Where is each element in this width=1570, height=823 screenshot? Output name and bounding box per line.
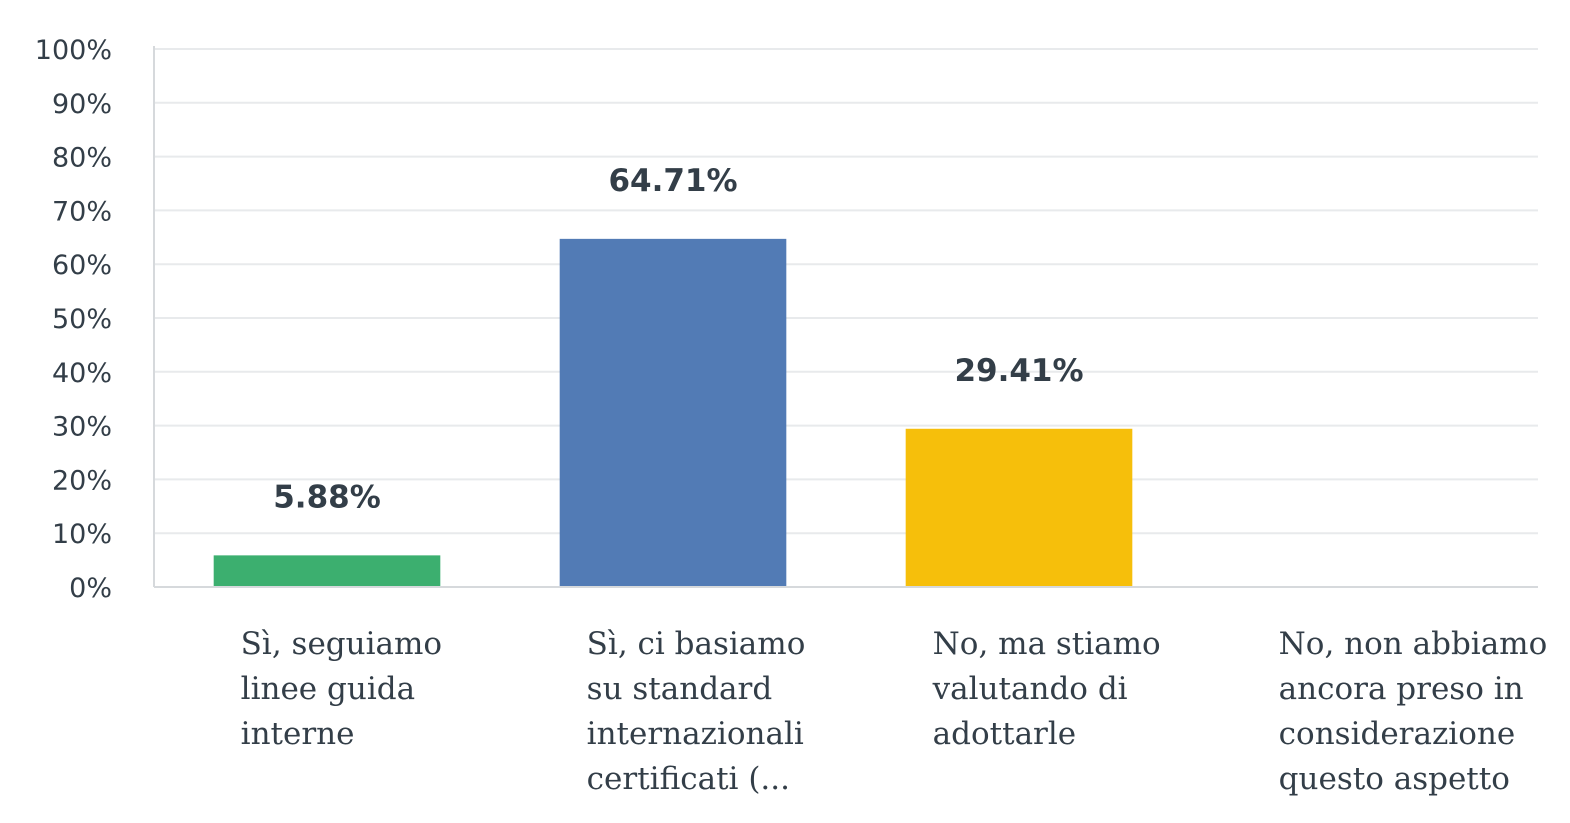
y-tick-label: 10% <box>52 519 112 550</box>
bars <box>213 238 1133 587</box>
x-tick-label-line: No, ma stiamo <box>932 626 1161 662</box>
y-tick-label: 90% <box>52 89 112 120</box>
x-tick-label-line: linee guida <box>240 671 416 707</box>
y-tick-label: 70% <box>52 196 112 227</box>
x-tick-label-line: No, non abbiamo <box>1278 626 1548 662</box>
y-tick-label: 30% <box>52 412 112 443</box>
y-tick-label: 80% <box>52 143 112 174</box>
data-label: 5.88% <box>273 479 381 515</box>
y-tick-label: 50% <box>52 304 112 335</box>
y-tick-label: 20% <box>52 465 112 496</box>
bar <box>559 238 787 587</box>
x-tick-label: No, ma stiamo valutando di adottarle <box>933 622 1223 757</box>
y-tick-label: 100% <box>35 35 112 66</box>
bar <box>213 555 441 587</box>
x-tick-label-line: Sì, ci basiamo <box>586 626 806 662</box>
x-tick-label: No, non abbiamo ancora preso in consideraz… <box>1279 622 1569 802</box>
x-tick-label-line: questo aspetto <box>1278 761 1510 797</box>
x-tick-label-line: ancora preso in <box>1278 671 1524 707</box>
x-tick-label: Sì, seguiamo linee guida interne <box>241 622 531 757</box>
x-tick-label: Sì, ci basiamo su standard internazionali c… <box>587 622 877 802</box>
y-tick-label: 60% <box>52 250 112 281</box>
x-tick-label-line: adottarle <box>932 716 1077 752</box>
y-tick-label: 40% <box>52 358 112 389</box>
gridlines <box>154 48 1538 535</box>
x-tick-label-line: Sì, seguiamo <box>240 626 443 662</box>
data-label: 29.41% <box>954 353 1083 389</box>
x-tick-label-line: su standard <box>586 671 773 707</box>
bar <box>905 428 1133 587</box>
x-tick-label-line: considerazione <box>1278 716 1516 752</box>
x-tick-label-line: interne <box>240 716 355 752</box>
x-tick-label-line: internazionali <box>586 716 804 752</box>
data-labels: 5.88% 64.71% 29.41% <box>273 163 1083 516</box>
y-axis: 0% 10% 20% 30% 40% 50% 60% 70% 80% 90% 100% <box>35 35 155 604</box>
data-label: 64.71% <box>608 163 737 199</box>
x-tick-label-line: certificati (... <box>586 761 790 797</box>
y-tick-label: 0% <box>69 573 112 604</box>
x-tick-label-line: valutando di <box>932 671 1128 707</box>
